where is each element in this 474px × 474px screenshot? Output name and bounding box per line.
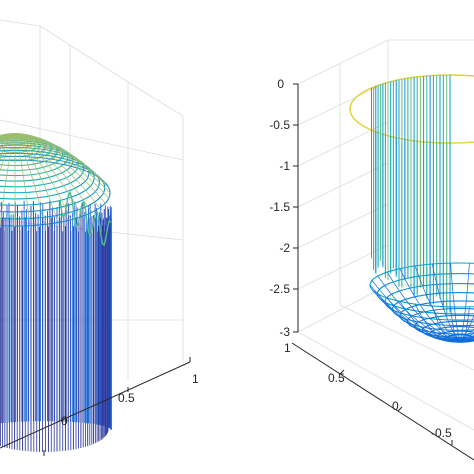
right-y-tick-0: 1 xyxy=(284,341,291,355)
right-bowl-meridian xyxy=(377,293,461,341)
left-dome-meridian xyxy=(14,134,110,189)
right-z-tick-5: -2.5 xyxy=(269,282,290,296)
right-bowl-meridian xyxy=(399,268,461,341)
right-bowl-meridian xyxy=(450,263,461,341)
right-bowl-meridian xyxy=(459,332,474,341)
left-dome-meridian xyxy=(0,134,16,151)
left-dome-meridian xyxy=(0,134,16,158)
left-dome-meridian xyxy=(0,134,16,147)
left-dome-meridian xyxy=(14,134,31,226)
left-surface xyxy=(0,133,112,452)
right-z-tick-6: -3 xyxy=(279,325,290,339)
left-dome-rim xyxy=(59,190,112,247)
right-y-tick-2: 0 xyxy=(392,399,399,413)
left-dome-meridian xyxy=(14,134,45,225)
right-surface xyxy=(349,74,474,343)
right-bowl-meridian xyxy=(414,303,461,342)
right-bowl-meridian xyxy=(459,314,474,341)
left-dome-meridian xyxy=(14,134,72,220)
right-bowl-meridian xyxy=(399,301,461,342)
right-grid xyxy=(297,39,474,431)
right-bowl-meridian xyxy=(386,271,461,341)
right-z-tick-0: 0 xyxy=(277,77,284,91)
left-dome-meridian xyxy=(0,134,16,172)
right-bowl-meridian xyxy=(459,263,470,341)
left-axes: 0 0.5 1 xyxy=(0,19,199,456)
left-dome-meridian xyxy=(0,133,16,161)
right-axes: 0 -0.5 -1 -1.5 -2 -2.5 -3 1 0.5 0 -0.5 xyxy=(269,39,474,461)
right-x-tick-0: -0.5 xyxy=(431,426,452,440)
left-dome-meridian xyxy=(14,133,31,161)
right-z-tick-1: -0.5 xyxy=(269,118,290,132)
right-bowl-meridian xyxy=(414,265,461,341)
left-x-tick-0: 0 xyxy=(61,414,68,428)
left-dome-meridian xyxy=(0,134,16,138)
left-x-ticks: 0 0.5 1 xyxy=(43,357,199,456)
left-dome-meridian xyxy=(0,134,16,226)
left-dome-meridian xyxy=(0,134,16,143)
right-z-tick-3: -1.5 xyxy=(269,200,290,214)
right-x-ticks: -0.5 xyxy=(431,426,453,445)
right-z-tick-2: -1 xyxy=(279,159,290,173)
left-dome-meridian xyxy=(0,134,16,145)
right-bowl-meridian xyxy=(377,275,461,341)
right-y-ticks: 1 0.5 0 xyxy=(284,341,403,413)
left-x-tick-1: 0.5 xyxy=(118,391,135,405)
left-dome-meridian xyxy=(14,134,59,223)
right-z-ticks: 0 -0.5 -1 -1.5 -2 -2.5 -3 xyxy=(269,77,298,339)
right-bowl-meridian xyxy=(459,335,474,341)
left-dome-meridian xyxy=(14,134,106,184)
right-bowl-meridian xyxy=(459,328,474,341)
left-dome-meridian xyxy=(0,133,16,140)
left-box xyxy=(0,361,191,449)
left-x-tick-2: 1 xyxy=(192,372,199,386)
left-dome-meridian xyxy=(14,134,93,213)
right-bowl-meridian xyxy=(459,339,474,342)
left-dome-meridian xyxy=(14,134,110,199)
right-bowl-meridian xyxy=(369,284,461,341)
left-dome-meridian xyxy=(14,134,106,204)
left-dome-meridian xyxy=(14,134,100,209)
right-bowl-meridian xyxy=(431,264,461,341)
right-bowl-meridian xyxy=(371,280,461,341)
right-top-rim xyxy=(349,74,474,144)
right-y-tick-1: 0.5 xyxy=(328,371,345,385)
right-bowl-meridian xyxy=(371,289,461,341)
left-dome-meridian xyxy=(0,134,16,137)
right-z-tick-4: -2 xyxy=(279,241,290,255)
